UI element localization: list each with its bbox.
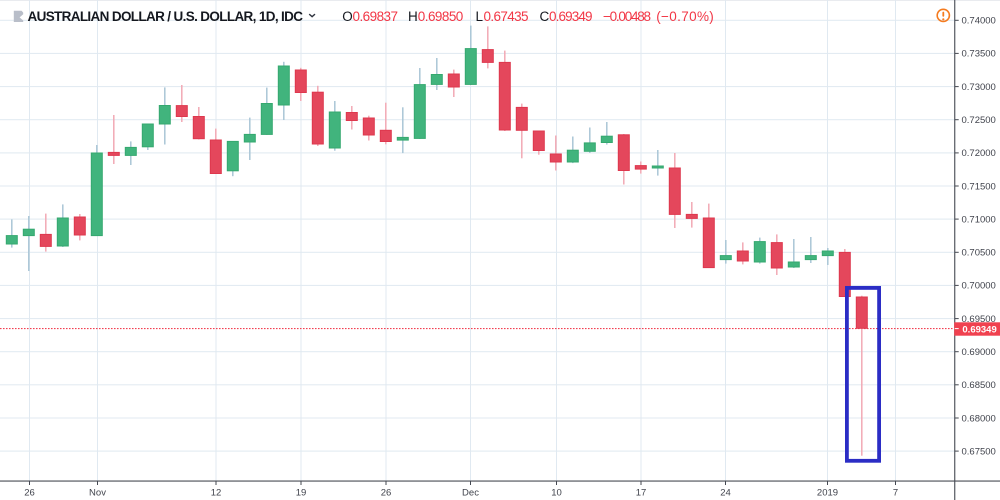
svg-text:0.68000: 0.68000 [962, 413, 996, 424]
svg-text:0.72000: 0.72000 [962, 148, 996, 159]
svg-text:19: 19 [296, 487, 307, 498]
svg-text:0.73500: 0.73500 [962, 49, 996, 60]
svg-text:AUSTRALIAN DOLLAR / U.S. DOLLA: AUSTRALIAN DOLLAR / U.S. DOLLAR, 1D, IDC [28, 9, 304, 24]
svg-text:0.71500: 0.71500 [962, 181, 996, 192]
svg-text:Dec: Dec [462, 487, 479, 498]
svg-text:0.67435: 0.67435 [484, 9, 529, 24]
svg-text:0.71000: 0.71000 [962, 214, 996, 225]
svg-text:0.72500: 0.72500 [962, 115, 996, 126]
svg-text:C: C [540, 9, 550, 24]
svg-text:7: 7 [893, 487, 898, 498]
svg-text:2019: 2019 [817, 487, 838, 498]
svg-text:12: 12 [211, 487, 222, 498]
svg-text:H: H [408, 9, 418, 24]
svg-text:0.73000: 0.73000 [962, 82, 996, 93]
svg-text:−0.00488: −0.00488 [603, 9, 651, 24]
svg-text:17: 17 [636, 487, 647, 498]
svg-text:Nov: Nov [89, 487, 106, 498]
svg-text:0.69837: 0.69837 [353, 9, 399, 24]
svg-text:0.70000: 0.70000 [962, 281, 996, 292]
svg-text:0.69850: 0.69850 [418, 9, 464, 24]
svg-text:24: 24 [720, 487, 731, 498]
svg-text:0.69000: 0.69000 [962, 347, 996, 358]
svg-text:26: 26 [24, 487, 35, 498]
svg-text:(−0.70%): (−0.70%) [656, 9, 714, 24]
svg-text:0.67500: 0.67500 [962, 446, 996, 457]
svg-text:0.68500: 0.68500 [962, 380, 996, 391]
svg-text:O: O [342, 9, 353, 24]
svg-text:0.69500: 0.69500 [962, 314, 996, 325]
svg-text:0.69349: 0.69349 [962, 324, 996, 335]
svg-text:0.74000: 0.74000 [962, 16, 996, 27]
svg-text:0.70500: 0.70500 [962, 248, 996, 259]
svg-text:26: 26 [381, 487, 392, 498]
svg-text:0.69349: 0.69349 [549, 9, 593, 24]
svg-text:10: 10 [551, 487, 562, 498]
svg-text:L: L [476, 9, 484, 24]
